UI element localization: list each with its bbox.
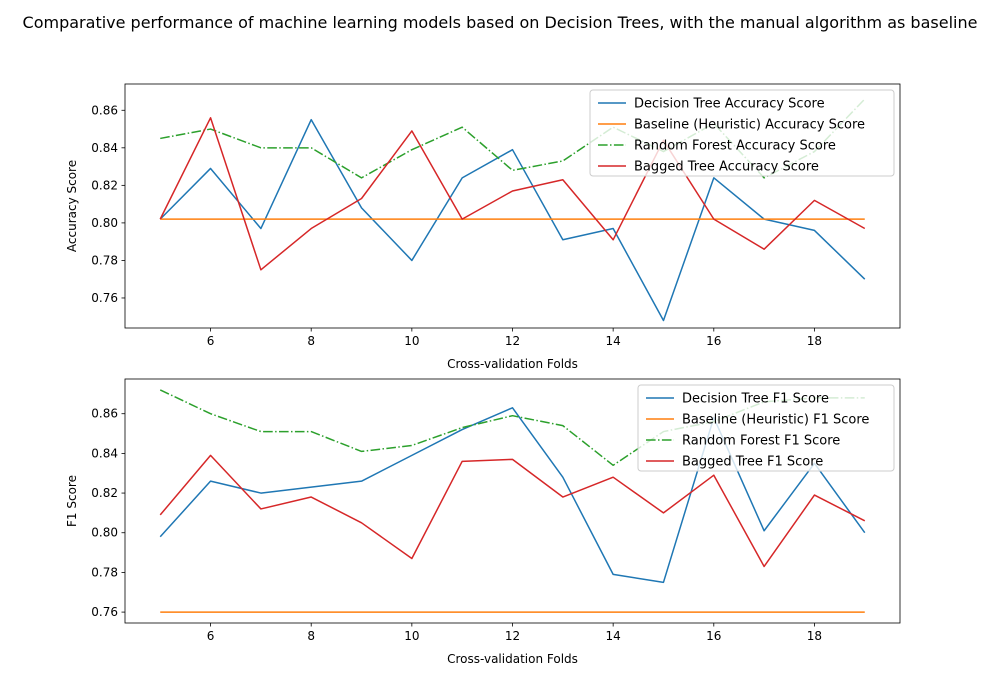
y-tick-label: 0.78 (91, 253, 118, 267)
legend: Decision Tree F1 Score Baseline (Heuristi… (637, 384, 895, 472)
y-tick-label: 0.76 (91, 605, 118, 619)
x-axis-label: Cross-validation Folds (447, 357, 578, 371)
legend-label: Random Forest F1 Score (682, 434, 840, 449)
y-tick-label: 0.80 (91, 216, 118, 230)
y-tick-label: 0.84 (91, 446, 118, 460)
x-tick-label: 14 (606, 629, 621, 643)
legend-label: Baseline (Heuristic) Accuracy Score (634, 118, 865, 133)
y-tick-label: 0.82 (91, 486, 118, 500)
x-tick-label: 18 (807, 629, 822, 643)
series-line-decision-tree (159, 118, 866, 322)
plots-container: 6 8 10 12 14 16 18 0.76 0.78 0.80 0.82 0.84 0.86 Cros… (65, 83, 901, 666)
x-tick-label: 10 (404, 629, 419, 643)
legend-label: Bagged Tree Accuracy Score (634, 160, 819, 175)
subplot-2: 6 8 10 12 14 16 18 0.76 0.78 0.80 0.82 0.84 0.86 Cros… (65, 378, 901, 666)
legend-label: Decision Tree F1 Score (682, 392, 829, 407)
x-tick-label: 16 (706, 334, 721, 348)
y-tick-label: 0.80 (91, 526, 118, 540)
y-tick-label: 0.82 (91, 178, 118, 192)
y-tick-label: 0.86 (91, 407, 118, 421)
series-line-bagged-tree (159, 454, 866, 568)
y-axis-label: Accuracy Score (65, 160, 79, 252)
legend-label: Random Forest Accuracy Score (634, 139, 836, 154)
y-axis-label: F1 Score (65, 475, 79, 527)
x-tick-label: 8 (307, 334, 315, 348)
x-tick-label: 12 (505, 334, 520, 348)
figure-title: Comparative performance of machine learn… (23, 13, 978, 32)
legend-label: Decision Tree Accuracy Score (634, 97, 825, 112)
legend-box (637, 384, 895, 472)
y-tick-label: 0.84 (91, 141, 118, 155)
x-tick-label: 8 (307, 629, 315, 643)
subplot-1: 6 8 10 12 14 16 18 0.76 0.78 0.80 0.82 0.84 0.86 Cros… (65, 83, 901, 371)
legend-label: Baseline (Heuristic) F1 Score (682, 413, 869, 428)
x-tick-label: 16 (706, 629, 721, 643)
x-axis-label: Cross-validation Folds (447, 652, 578, 666)
x-tick-label: 14 (606, 334, 621, 348)
legend-label: Bagged Tree F1 Score (682, 455, 823, 470)
x-tick-label: 10 (404, 334, 419, 348)
x-tick-label: 6 (207, 629, 215, 643)
legend: Decision Tree Accuracy Score Baseline (He… (589, 89, 895, 177)
y-tick-label: 0.76 (91, 291, 118, 305)
x-tick-label: 18 (807, 334, 822, 348)
x-tick-label: 12 (505, 629, 520, 643)
x-tick-label: 6 (207, 334, 215, 348)
series-line-bagged-tree (159, 117, 866, 271)
legend-box (589, 89, 895, 177)
series-line-decision-tree (159, 407, 866, 584)
y-tick-label: 0.86 (91, 103, 118, 117)
y-tick-label: 0.78 (91, 565, 118, 579)
